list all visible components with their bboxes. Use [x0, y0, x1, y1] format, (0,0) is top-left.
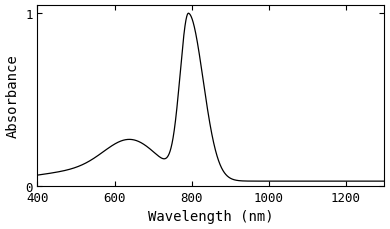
Y-axis label: Absorbance: Absorbance [5, 54, 20, 138]
X-axis label: Wavelength (nm): Wavelength (nm) [148, 210, 274, 224]
